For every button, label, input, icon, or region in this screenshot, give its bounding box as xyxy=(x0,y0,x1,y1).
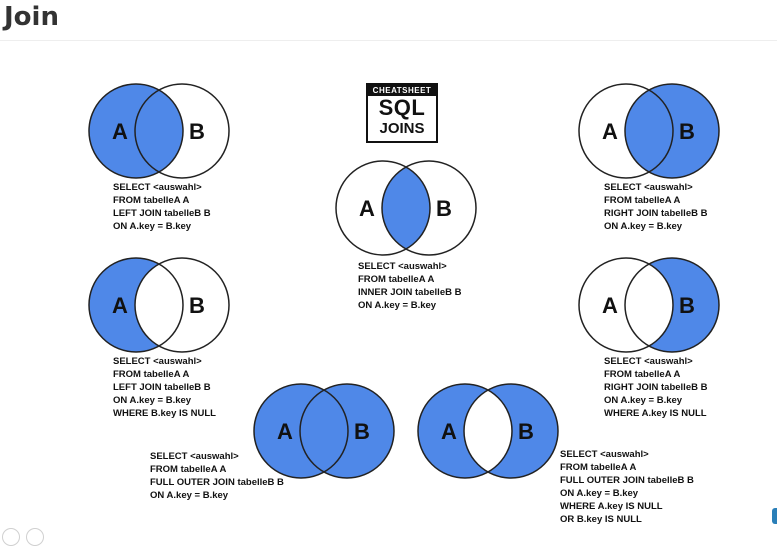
circle-b-outline xyxy=(463,383,559,479)
circle-a-label: A xyxy=(602,293,618,318)
circle-a-label: A xyxy=(441,419,457,444)
badge-sub-label: JOINS xyxy=(379,120,425,137)
circle-a-outline xyxy=(88,257,184,353)
sql-joins-badge: CHEATSHEET SQL JOINS xyxy=(366,83,438,143)
circle-b-mask xyxy=(135,258,229,352)
circle-a-outline xyxy=(88,83,184,179)
circle-a-outline xyxy=(578,257,674,353)
circle-b-label: B xyxy=(354,419,370,444)
scroll-indicator[interactable] xyxy=(772,508,777,524)
page-title: Join xyxy=(4,2,59,32)
intersection-fill xyxy=(382,161,430,255)
circle-b-outline xyxy=(624,83,720,179)
circle-a-label: A xyxy=(602,119,618,144)
circle-b-label: B xyxy=(189,119,205,144)
circle-b-outline xyxy=(299,383,395,479)
title-divider xyxy=(0,40,777,41)
circle-a-outline xyxy=(578,83,674,179)
intersection-mask xyxy=(464,384,512,478)
viewer-control-circle[interactable] xyxy=(2,528,20,546)
circle-b-outline xyxy=(381,160,477,256)
circle-a-label: A xyxy=(359,196,375,221)
sql-full-outer-join-excluding: SELECT <auswahl> FROM tabelleA A FULL OU… xyxy=(560,449,694,525)
circle-b-label: B xyxy=(189,293,205,318)
circle-a-label: A xyxy=(277,419,293,444)
circle-b-label: B xyxy=(518,419,534,444)
circle-a-label: A xyxy=(112,119,128,144)
sql-right-join: SELECT <auswahl> FROM tabelleA A RIGHT J… xyxy=(604,182,708,232)
badge-top-label: CHEATSHEET xyxy=(368,85,436,96)
sql-right-join-excluding: SELECT <auswahl> FROM tabelleA A RIGHT J… xyxy=(604,356,708,419)
viewer-control-circle[interactable] xyxy=(26,528,44,546)
circle-b-outline xyxy=(134,83,230,179)
circle-b-outline xyxy=(134,257,230,353)
circle-a-outline xyxy=(253,383,349,479)
badge-main-label: SQL xyxy=(378,95,426,120)
circle-a-fill xyxy=(89,84,183,178)
circle-a-outline xyxy=(335,160,431,256)
circle-a-mask xyxy=(579,258,673,352)
circle-b-label: B xyxy=(679,293,695,318)
circle-b-outline xyxy=(624,257,720,353)
circle-b-label: B xyxy=(679,119,695,144)
sql-left-join: SELECT <auswahl> FROM tabelleA A LEFT JO… xyxy=(113,182,211,232)
sql-inner-join: SELECT <auswahl> FROM tabelleA A INNER J… xyxy=(358,261,462,311)
circle-a-label: A xyxy=(112,293,128,318)
sql-left-join-excluding: SELECT <auswahl> FROM tabelleA A LEFT JO… xyxy=(113,356,216,419)
sql-full-outer-join: SELECT <auswahl> FROM tabelleA A FULL OU… xyxy=(150,451,284,501)
circle-b-fill xyxy=(625,84,719,178)
circle-b-label: B xyxy=(436,196,452,221)
circle-a-outline xyxy=(417,383,513,479)
circle-b-fill xyxy=(300,384,394,478)
